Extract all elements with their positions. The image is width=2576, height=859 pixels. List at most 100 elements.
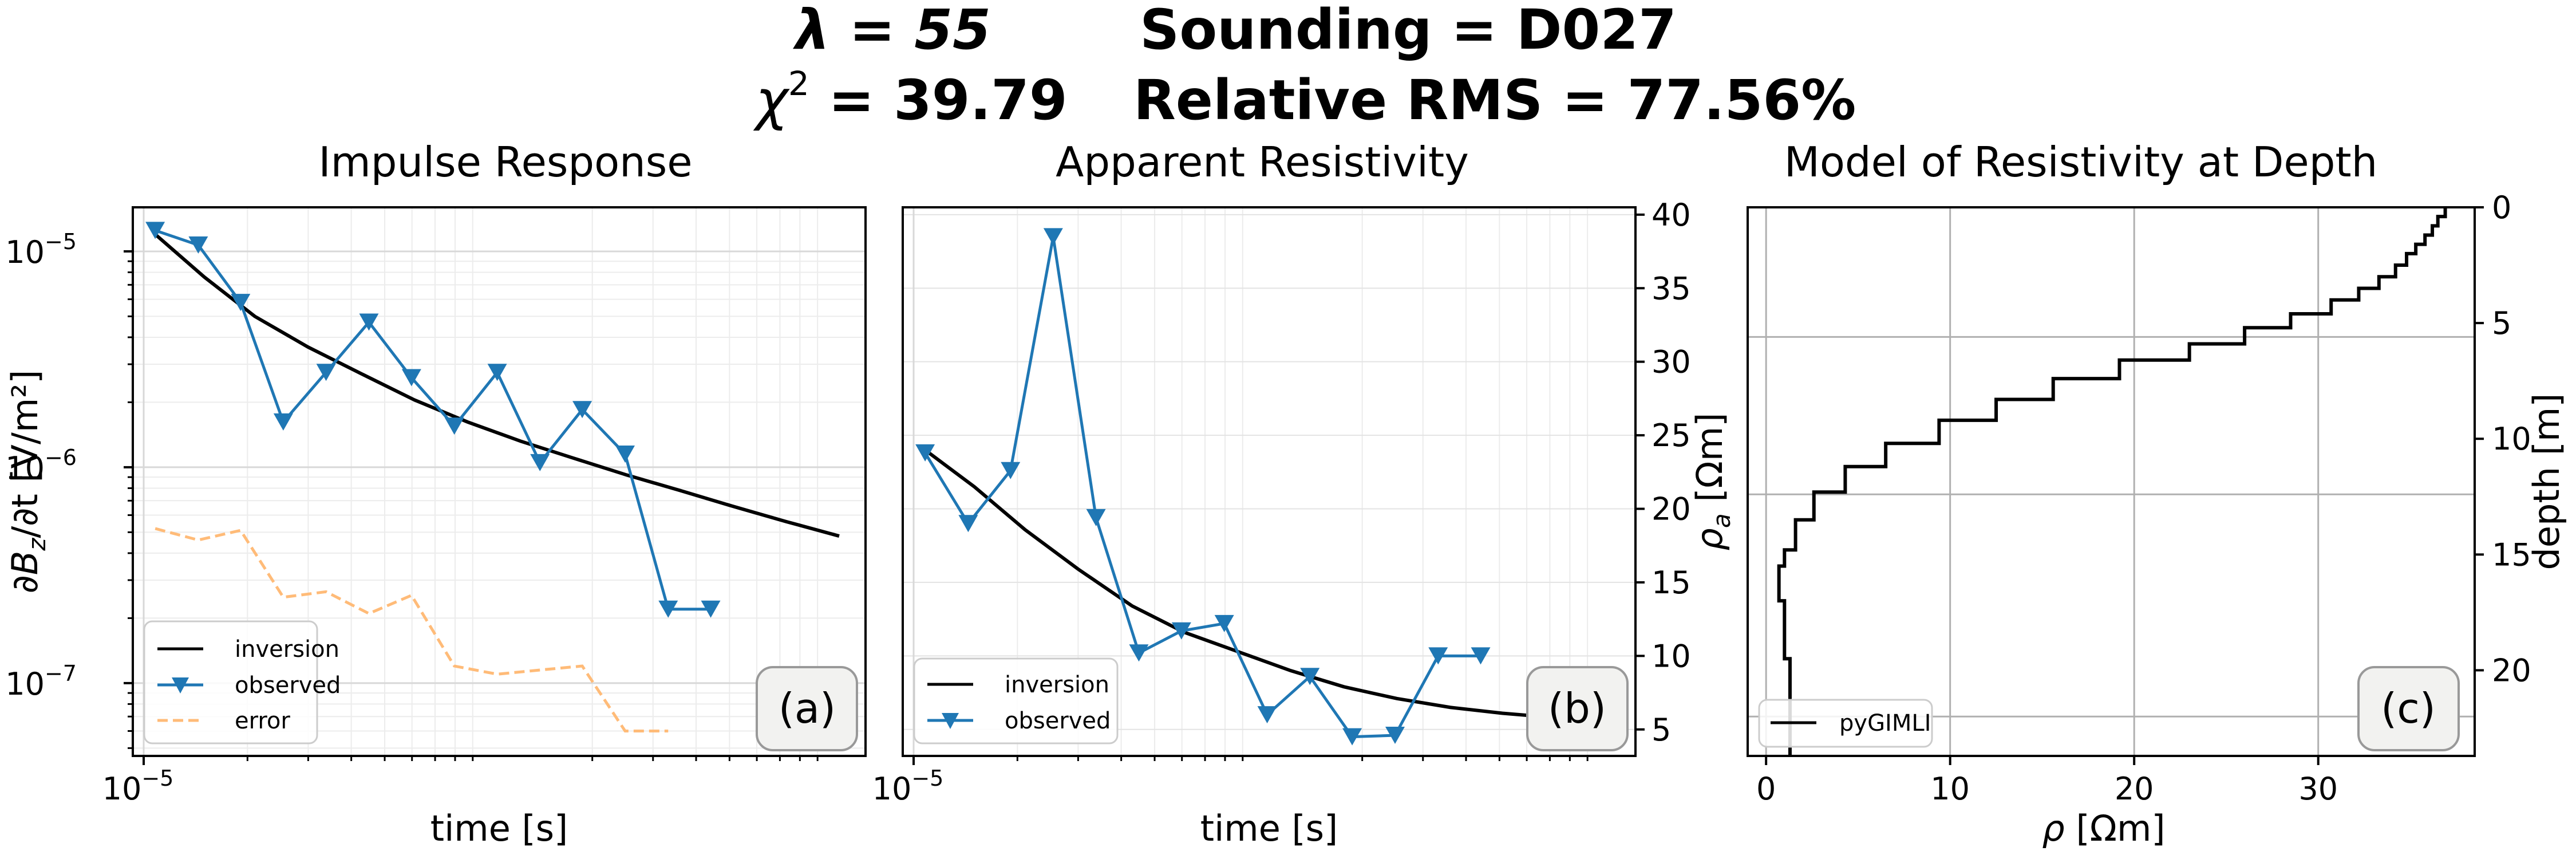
panel-a-observed-point: [572, 401, 592, 419]
panel-c-ytick-label: 5: [2492, 305, 2511, 341]
legend-c-pygimli-label: pyGIMLI: [1839, 710, 1931, 736]
panel-c-xlabel: ρ [Ωm]: [2042, 807, 2165, 849]
panel-a-xtick-label: 10−5: [102, 766, 174, 807]
panel-a-frame: [132, 206, 867, 757]
panel-a-title: Impulse Response: [318, 138, 692, 186]
panel-b-observed-point: [1214, 614, 1234, 632]
panel-c-xtick-label: 10: [1930, 771, 1970, 807]
panel-c-xtick-label: 30: [2298, 771, 2338, 807]
panel-b-xtick-label: 10−5: [872, 766, 944, 807]
panel-a-observed-point: [658, 600, 678, 618]
panel-c-ytick-label: 20: [2492, 652, 2531, 688]
legend-a-inversion-label: inversion: [235, 636, 339, 663]
panel-c-legend-box: [1758, 699, 1933, 748]
panel-a-observed-point: [231, 294, 251, 312]
panel-a-inversion-line: [154, 233, 840, 538]
panel-b-observed-point: [1300, 668, 1320, 685]
panel-a-observed-point: [615, 446, 635, 463]
panel-b-ytick-label: 40: [1652, 197, 1691, 233]
panel-a-legend: inversion observed error: [143, 620, 341, 744]
suptitle-lambda: λ = 55: [792, 0, 991, 62]
panel-b-observed-line: [923, 236, 1481, 739]
panel-b-ytick-label: 5: [1652, 712, 1671, 748]
legend-a-error-label: error: [235, 708, 290, 734]
panel-impulse-response: Impulse Response 10−7 10−6 10−5 10−5 time […: [4, 138, 867, 849]
panel-b-observed-point: [1342, 728, 1362, 746]
panel-b-ytick-label: 20: [1652, 491, 1691, 527]
panel-b-observed-point: [1086, 509, 1106, 526]
panel-a-ylabel: ∂Bz/∂t [V/m²]: [4, 370, 51, 594]
panel-b-ytick-label: 35: [1652, 270, 1691, 306]
panel-a-observed-point: [359, 313, 379, 331]
panel-a-observed-point: [401, 369, 421, 387]
panel-c-badge: [2357, 666, 2460, 751]
panel-c-frame: [1747, 206, 2476, 757]
panel-apparent-resistivity: Apparent Resistivity 5 10 15 20 25 30 35 40 10−5…: [872, 138, 1736, 849]
panel-b-observed-point: [1471, 647, 1491, 665]
panel-a-ticks: 10−7 10−6 10−5 10−5: [5, 229, 819, 807]
panel-b-xlabel: time [s]: [1200, 807, 1338, 849]
panel-b-observed-point: [958, 515, 978, 533]
panel-b-ytick-label: 10: [1652, 638, 1691, 674]
panel-b-observed-point: [1385, 727, 1405, 744]
suptitle-sounding: Sounding = D027: [1140, 0, 1677, 62]
panel-c-ytick-label: 0: [2492, 190, 2511, 226]
panel-b-observed-point: [1257, 706, 1277, 724]
panel-a-observed-point: [273, 413, 293, 431]
panel-b-series: [915, 228, 1610, 746]
panel-b-badge: [1526, 666, 1629, 751]
panel-a-observed-point: [444, 417, 464, 435]
panel-a-xlabel: time [s]: [430, 807, 568, 849]
suptitle-relative-rms: Relative RMS = 77.56%: [1133, 68, 1856, 132]
panel-b-ytick-label: 25: [1652, 417, 1691, 454]
panel-a-series: [145, 222, 840, 733]
panel-a-legend-box: [143, 620, 318, 744]
panel-b-observed-point: [1171, 622, 1191, 640]
panel-c-pygimli-step-line: [1777, 207, 2447, 756]
panel-c-title: Model of Resistivity at Depth: [1784, 138, 2378, 186]
panel-b-frame: [902, 206, 1637, 757]
panel-b-legend: inversion observed: [913, 657, 1119, 744]
panel-b-legend-box: [913, 657, 1119, 744]
panel-a-observed-point: [701, 600, 721, 618]
panel-b-ytick-label: 30: [1652, 344, 1691, 380]
panel-b-inversion-line: [924, 448, 1610, 724]
panel-a-ytick-label: 10−5: [5, 229, 77, 270]
panel-c-xtick-label: 20: [2115, 771, 2154, 807]
panel-c-series: [1777, 207, 2447, 756]
panel-a-error-line: [155, 527, 669, 733]
panel-b-observed-point: [1428, 647, 1448, 665]
panel-a-ytick-label: 10−6: [5, 445, 77, 486]
panel-c-badge-label: (c): [2381, 684, 2436, 732]
panel-c-legend: pyGIMLI: [1758, 699, 1933, 748]
panel-b-observed-point: [1129, 644, 1149, 662]
panel-b-ytick-label: 15: [1652, 565, 1691, 601]
panel-a-observed-point: [530, 454, 550, 471]
panel-a-ytick-label: 10−7: [5, 661, 77, 702]
panel-b-observed-point: [1043, 228, 1063, 246]
panel-a-observed-point: [188, 236, 208, 254]
panel-a-badge-label: (a): [779, 684, 836, 732]
panel-b-ylabel: ρa [Ωm]: [1689, 413, 1736, 551]
panel-c-xtick-label: 0: [1756, 771, 1776, 807]
legend-b-inversion-label: inversion: [1005, 672, 1109, 698]
panel-a-observed-point: [145, 222, 165, 239]
panel-resistivity-model: Model of Resistivity at Depth 0 10 20 30 0 5 1…: [1747, 138, 2567, 849]
legend-b-observed-marker: [942, 713, 959, 729]
panel-c-ytick-label: 15: [2492, 537, 2531, 573]
panel-a-badge: [756, 666, 858, 751]
panel-c-ytick-label: 10: [2492, 421, 2531, 457]
panel-c-ylabel: depth [m]: [2526, 393, 2567, 570]
suptitle-chi-squared: χ2 = 39.79: [753, 64, 1068, 132]
panel-b-observed-point: [1001, 462, 1021, 479]
panel-b-title: Apparent Resistivity: [1056, 138, 1469, 186]
legend-b-observed-label: observed: [1005, 708, 1111, 734]
legend-a-observed-marker: [172, 677, 189, 693]
panel-b-badge-label: (b): [1548, 684, 1606, 732]
panel-b-observed-point: [915, 444, 935, 462]
panel-b-ticks: 5 10 15 20 25 30 35 40 10−5: [872, 197, 1691, 807]
panel-c-ticks: 0 10 20 30 0 5 10 15 20: [1756, 190, 2531, 807]
panel-a-observed-point: [487, 364, 507, 381]
panel-a-observed-point: [316, 364, 336, 381]
